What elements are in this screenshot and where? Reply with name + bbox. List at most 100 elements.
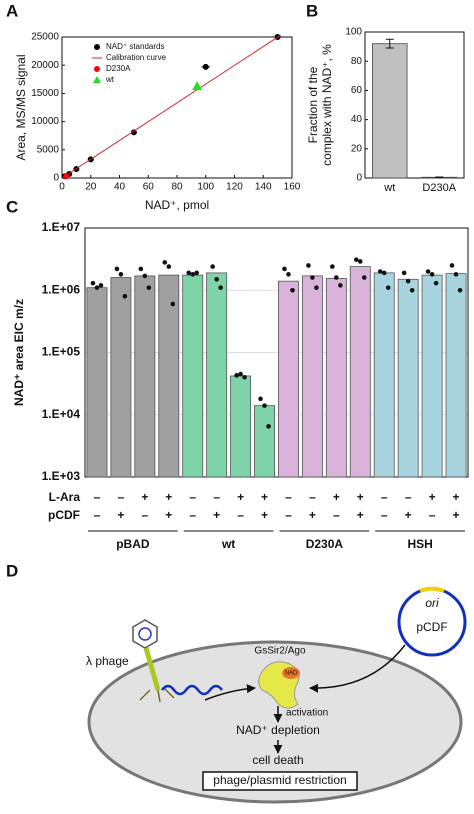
- phage-dna: [138, 627, 152, 641]
- replicate-point: [306, 263, 311, 268]
- row-sign: +: [213, 508, 220, 522]
- row-label: pCDF: [48, 508, 80, 522]
- phage-icon: [132, 619, 175, 703]
- legend-label: NAD⁺ standards: [106, 42, 164, 51]
- replicate-point: [166, 264, 172, 269]
- arrow: [309, 644, 406, 693]
- y-tick-label: 15000: [31, 88, 59, 99]
- y-tick-label: 1.E+04: [42, 407, 81, 421]
- legend-label: wt: [105, 75, 115, 84]
- row-sign: –: [309, 490, 316, 504]
- bar: [372, 43, 408, 179]
- row-sign: –: [429, 508, 436, 522]
- x-tick-label: wt: [383, 182, 395, 194]
- replicate-point: [357, 259, 363, 264]
- point: [202, 63, 209, 70]
- point: [63, 173, 70, 180]
- row-sign: –: [237, 508, 244, 522]
- x-tick-label: 80: [171, 182, 183, 193]
- diagram: λ phage ori pCDF GsSir2/Ago NAD activati…: [86, 586, 467, 804]
- y-tick-label: 20: [351, 143, 363, 154]
- replicate-point: [425, 269, 431, 274]
- bar: [278, 280, 299, 478]
- point: [130, 129, 137, 136]
- bound-label: NAD: [285, 671, 298, 677]
- panel-label: A: [6, 1, 18, 20]
- bound-nad: [282, 667, 300, 679]
- replicate-point: [314, 285, 319, 290]
- y-axis-label: NAD⁺ area EIC m/z: [12, 299, 26, 406]
- bar: [325, 278, 347, 478]
- y-axis-label: Fraction of the: [306, 66, 320, 143]
- death-label: cell death: [252, 753, 303, 767]
- bar: [397, 278, 419, 478]
- replicate-point: [94, 285, 100, 290]
- bar: [301, 275, 323, 478]
- replicate-point: [381, 270, 387, 276]
- replicate-point: [262, 403, 267, 408]
- row-sign: +: [309, 508, 316, 522]
- replicate-point: [138, 266, 144, 272]
- replicate-point: [385, 285, 391, 290]
- replicate-point: [90, 280, 96, 286]
- x-axis-label: NAD⁺, pmol: [145, 198, 209, 212]
- replicate-point: [433, 280, 439, 286]
- x-tick-label: 40: [114, 182, 126, 193]
- plasmid-label: pCDF: [416, 620, 447, 634]
- replicate-point: [334, 275, 339, 280]
- y-axis-label: complex with NAD⁺, %: [320, 44, 334, 166]
- row-sign: –: [285, 490, 292, 504]
- row-sign: +: [165, 490, 172, 504]
- replicate-point: [98, 283, 104, 288]
- y-axis-label: Area, MS/MS signal: [14, 54, 28, 160]
- row-sign: +: [261, 490, 268, 504]
- replicate-point: [218, 285, 223, 290]
- replicate-point: [234, 373, 239, 378]
- protein-label: GsSir2/Ago: [254, 646, 306, 657]
- x-tick-label: 20: [85, 182, 97, 193]
- y-tick-label: 5000: [37, 144, 60, 155]
- bar: [421, 274, 443, 478]
- row-sign: +: [117, 508, 124, 522]
- row-sign: +: [141, 490, 148, 504]
- phage-head: [132, 619, 158, 649]
- row-sign: +: [405, 508, 412, 522]
- replicate-point: [290, 287, 295, 293]
- x-tick-label: 100: [197, 182, 214, 193]
- y-tick-label: 20000: [31, 60, 59, 71]
- replicate-point: [453, 272, 459, 277]
- bar: [110, 277, 132, 478]
- y-tick-label: 25000: [31, 32, 59, 43]
- replicate-point: [118, 272, 124, 277]
- panel-label: D: [6, 561, 18, 580]
- replicate-point: [122, 293, 128, 299]
- row-sign: +: [357, 508, 364, 522]
- group-label: HSH: [407, 537, 432, 551]
- y-tick-label: 1.E+03: [42, 469, 81, 483]
- bar: [349, 266, 371, 478]
- legend-label: Calibration curve: [106, 53, 167, 62]
- row-sign: –: [118, 490, 125, 504]
- replicate-point: [338, 283, 343, 288]
- row-sign: –: [189, 490, 196, 504]
- replicate-point: [170, 301, 176, 307]
- bar: [445, 273, 467, 478]
- replicate-point: [146, 285, 152, 290]
- group-label: D230A: [306, 537, 344, 551]
- group-label: wt: [221, 537, 235, 551]
- row-sign: +: [453, 490, 460, 504]
- x-tick-label: D230A: [422, 182, 456, 194]
- replicate-point: [114, 266, 120, 272]
- bar: [86, 287, 108, 478]
- row-sign: –: [285, 508, 292, 522]
- plot-frame: [84, 227, 469, 478]
- bar: [373, 272, 395, 478]
- row-sign: +: [357, 490, 364, 504]
- row-sign: +: [165, 508, 172, 522]
- legend-swatch: [93, 76, 101, 83]
- row-sign: –: [189, 508, 196, 522]
- error-bar: [435, 176, 444, 179]
- group-label: pBAD: [116, 537, 150, 551]
- y-tick-label: 1.E+07: [42, 220, 81, 234]
